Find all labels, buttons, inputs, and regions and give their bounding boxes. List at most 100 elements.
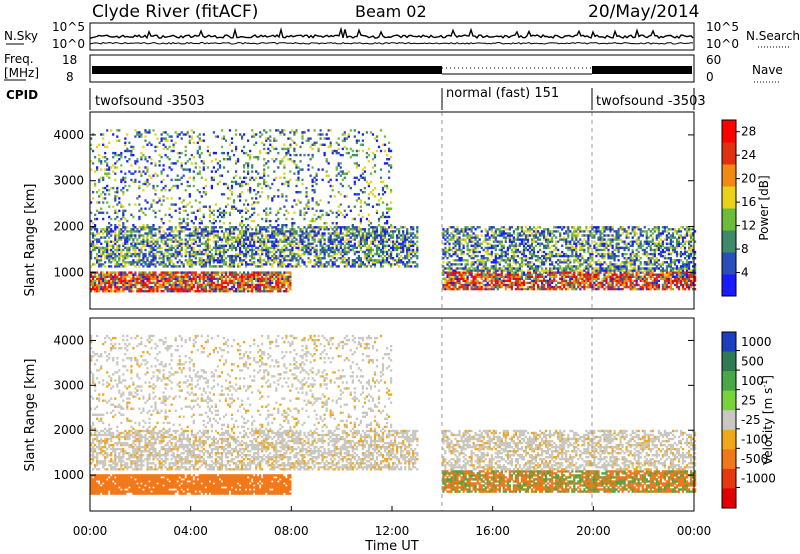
power-cell: [212, 151, 215, 155]
power-cell: [148, 228, 151, 231]
power-cell: [176, 160, 179, 163]
power-cell: [126, 261, 129, 264]
power-cell: [518, 232, 521, 235]
power-cell: [331, 149, 334, 153]
power-cell: [386, 257, 389, 260]
power-cell: [289, 145, 292, 149]
power-cell: [241, 275, 244, 278]
power-cell: [116, 244, 119, 247]
power-cell: [112, 205, 115, 208]
power-cell: [522, 273, 526, 276]
power-cell: [287, 180, 290, 184]
power-cell: [359, 199, 362, 202]
power-cell: [102, 176, 105, 179]
power-cell: [464, 267, 467, 270]
power-cell: [186, 224, 189, 227]
power-cell: [150, 143, 153, 146]
power-cell: [494, 257, 497, 260]
power-cell: [136, 238, 139, 241]
power-cell: [126, 149, 129, 153]
power-cell: [486, 285, 489, 289]
power-cell: [456, 281, 459, 285]
power-cell: [261, 271, 264, 274]
power-cell: [202, 242, 205, 245]
power-cell: [146, 275, 149, 278]
power-cell: [408, 261, 411, 264]
power-cell: [104, 290, 107, 293]
power-cell: [202, 259, 205, 262]
power-cell: [446, 267, 449, 270]
power-cell: [416, 236, 419, 239]
power-cell: [216, 283, 219, 287]
power-cell: [154, 271, 157, 274]
power-cell: [333, 226, 336, 229]
power-cell: [122, 290, 125, 293]
power-cell: [289, 275, 292, 278]
power-cell: [154, 145, 157, 149]
power-cell: [273, 195, 276, 198]
power-cell: [210, 277, 213, 280]
power-cell: [303, 226, 306, 229]
power-cell: [325, 211, 328, 214]
power-cell: [283, 259, 286, 262]
power-cell: [317, 265, 320, 268]
power-cell: [277, 287, 280, 291]
power-cell: [524, 273, 528, 276]
power-cell: [247, 252, 250, 256]
power-cell: [182, 265, 185, 268]
power-cell: [180, 244, 183, 247]
power-cell: [114, 273, 117, 276]
power-cell: [488, 246, 491, 250]
power-cell: [257, 265, 260, 268]
power-cell: [200, 151, 203, 155]
power-cell: [216, 246, 219, 250]
power-cell: [104, 240, 107, 243]
power-cell: [484, 236, 487, 239]
power-cell: [315, 261, 318, 264]
power-cell: [484, 263, 487, 266]
power-cell: [184, 254, 187, 258]
power-cell: [369, 222, 373, 225]
power-cell: [476, 271, 479, 274]
power-cell: [508, 275, 511, 278]
power-cell: [247, 189, 250, 192]
power-cell: [329, 265, 332, 268]
power-cell: [204, 205, 207, 208]
power-cell: [206, 259, 209, 262]
power-cell: [442, 277, 445, 280]
power-cell: [301, 244, 304, 247]
power-cell: [329, 248, 332, 252]
power-cell: [293, 199, 296, 202]
power-cell: [514, 246, 517, 250]
power-cell: [516, 261, 519, 264]
power-cell: [331, 184, 334, 188]
power-cell: [339, 252, 342, 256]
power-cell: [353, 182, 356, 186]
power-cell: [158, 273, 161, 276]
power-cell: [508, 265, 511, 268]
power-cell: [156, 275, 159, 278]
power-cell: [142, 277, 145, 280]
power-cell: [315, 250, 318, 254]
power-cell: [180, 248, 183, 252]
power-cell: [146, 234, 149, 237]
power-cell: [154, 228, 157, 231]
power-cell: [337, 172, 340, 175]
power-cell: [232, 199, 236, 202]
power-cell: [516, 228, 519, 231]
power-cell: [261, 141, 264, 144]
power-cell: [390, 156, 393, 159]
power-cell: [130, 273, 133, 276]
power-cell: [303, 236, 306, 239]
power-cell: [299, 257, 302, 260]
power-cell: [208, 254, 211, 258]
power-cell: [245, 248, 248, 252]
power-cell: [162, 290, 165, 293]
power-cell: [508, 277, 511, 280]
power-cell: [486, 271, 489, 274]
power-cell: [230, 141, 234, 144]
power-cell: [518, 279, 521, 283]
power-cell: [102, 133, 105, 136]
power-cell: [128, 158, 131, 161]
power-cell: [520, 265, 524, 268]
